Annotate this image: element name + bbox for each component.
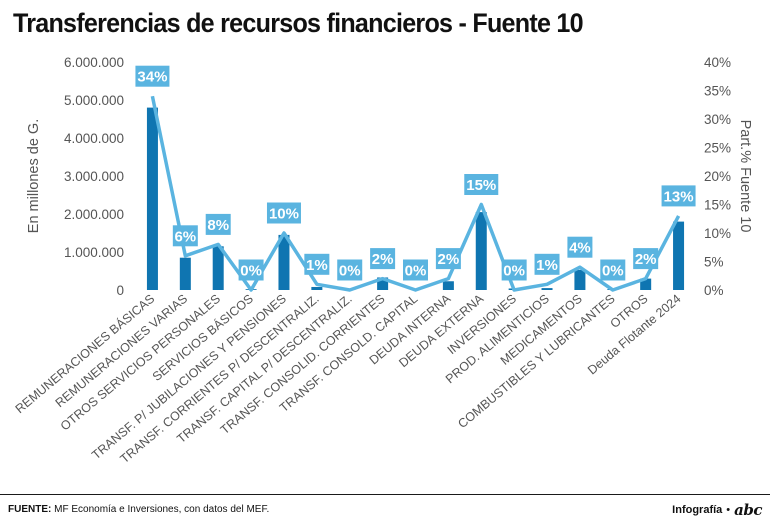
right-tick-label: 20% [704, 169, 731, 184]
percent-label-bg [337, 259, 363, 281]
left-tick-label: 3.000.000 [64, 169, 124, 184]
bar [475, 212, 487, 290]
percent-label-text: 0% [503, 263, 525, 280]
percent-label-bg [135, 65, 170, 87]
right-tick-label: 25% [704, 141, 731, 156]
bar [146, 107, 158, 290]
percent-label: 1% [534, 253, 560, 275]
percent-label-bg [464, 174, 499, 195]
left-tick-label: 0 [116, 283, 124, 298]
percent-label: 34% [135, 65, 170, 87]
percent-label-bg [266, 202, 301, 224]
percent-label: 1% [304, 253, 330, 275]
percent-label-bg [501, 259, 527, 281]
footer-divider [0, 494, 770, 495]
percent-labels: 34% 6% 8% 0% 10% 1% 0% 2% 0% 2% 15% 0% 1% 4% 0% 2% 13% [135, 65, 696, 281]
percent-label-bg [633, 248, 659, 270]
right-axis-title: Part.% Fuente 10 [737, 120, 753, 233]
percent-label-text: 0% [602, 263, 624, 280]
percent-label: 15% [464, 174, 499, 195]
source-note: FUENTE: MF Economía e Inversiones, con d… [8, 504, 269, 515]
bar [311, 286, 323, 290]
source-text: MF Economía e Inversiones, con datos del… [54, 504, 270, 515]
left-tick-label: 5.000.000 [64, 93, 124, 108]
percent-label: 6% [172, 225, 198, 247]
right-tick-label: 15% [704, 198, 731, 213]
bar [179, 257, 191, 290]
percent-label: 0% [403, 259, 428, 281]
percent-label-text: 2% [372, 251, 394, 268]
bar [541, 288, 553, 290]
axis-titles: En millones de G. Part.% Fuente 10 [26, 119, 753, 233]
bar [442, 281, 454, 290]
right-tick-label: 10% [704, 226, 731, 241]
left-tick-label: 6.000.000 [64, 55, 124, 70]
percent-label-bg [205, 213, 231, 235]
bar [673, 221, 685, 290]
percent-label-text: 10% [269, 206, 299, 223]
bar [278, 234, 290, 290]
credit: Infografía • abc [672, 501, 762, 519]
percent-label: 13% [661, 185, 696, 207]
source-label: FUENTE: [8, 504, 52, 515]
percent-label-bg [370, 248, 396, 270]
percent-label-text: 0% [339, 263, 361, 280]
percent-label: 10% [266, 202, 301, 224]
right-tick-label: 40% [704, 55, 731, 70]
percent-label-bg [567, 236, 593, 258]
percent-label: 0% [600, 259, 626, 281]
left-tick-label: 1.000.000 [64, 245, 124, 260]
percent-label: 0% [238, 259, 264, 281]
percent-label-text: 13% [664, 188, 694, 205]
percent-label-text: 0% [240, 263, 262, 280]
right-tick-label: 30% [704, 112, 731, 127]
category-label: REMUNERACIONES BÁSICAS [12, 291, 157, 416]
percent-label-bg [435, 248, 461, 270]
percent-label-bg [172, 225, 198, 247]
percent-label: 0% [501, 259, 527, 281]
left-tick-label: 2.000.000 [64, 207, 124, 222]
percent-label-text: 8% [207, 217, 229, 234]
bar [574, 269, 586, 290]
percent-label-text: 2% [438, 251, 460, 268]
bar [377, 277, 389, 290]
percent-label-text: 34% [137, 69, 167, 86]
credit-label: Infografía [672, 504, 723, 516]
chart-title: Transferencias de recursos financieros -… [13, 8, 584, 38]
percent-label-bg [600, 259, 626, 281]
percent-label-text: 0% [405, 263, 427, 280]
percent-label: 4% [567, 236, 593, 258]
bar [640, 278, 652, 290]
chart-area: 0 1.000.000 2.000.000 3.000.000 4.000.000 5.0… [12, 55, 753, 466]
percent-label-bg [534, 253, 560, 275]
left-axis-title: En millones de G. [26, 119, 42, 233]
percent-label: 2% [633, 248, 659, 270]
percent-label-bg [403, 259, 428, 281]
percent-label-bg [661, 185, 696, 207]
percent-label-text: 1% [306, 257, 328, 274]
right-tick-label: 0% [704, 283, 724, 298]
percent-label-text: 2% [635, 251, 657, 268]
percent-label-text: 4% [569, 240, 591, 257]
percent-label: 0% [337, 259, 363, 281]
right-tick-label: 5% [704, 255, 724, 270]
percent-label: 2% [435, 248, 461, 270]
percent-label-bg [304, 253, 330, 275]
percent-label-text: 6% [174, 228, 196, 245]
percent-label-bg [238, 259, 264, 281]
abc-logo: abc [734, 501, 762, 519]
percent-label: 8% [205, 213, 231, 235]
percent-label-text: 15% [466, 177, 496, 194]
bar [212, 246, 224, 290]
percent-label-text: 1% [536, 257, 558, 274]
left-tick-label: 4.000.000 [64, 131, 124, 146]
left-axis: 0 1.000.000 2.000.000 3.000.000 4.000.000 5.0… [64, 55, 124, 298]
percent-label: 2% [370, 248, 396, 270]
right-tick-label: 35% [704, 84, 731, 99]
credit-bullet: • [726, 504, 731, 516]
right-axis: 0% 5% 10% 15% 20% 25% 30% 35% 40% [704, 55, 731, 298]
